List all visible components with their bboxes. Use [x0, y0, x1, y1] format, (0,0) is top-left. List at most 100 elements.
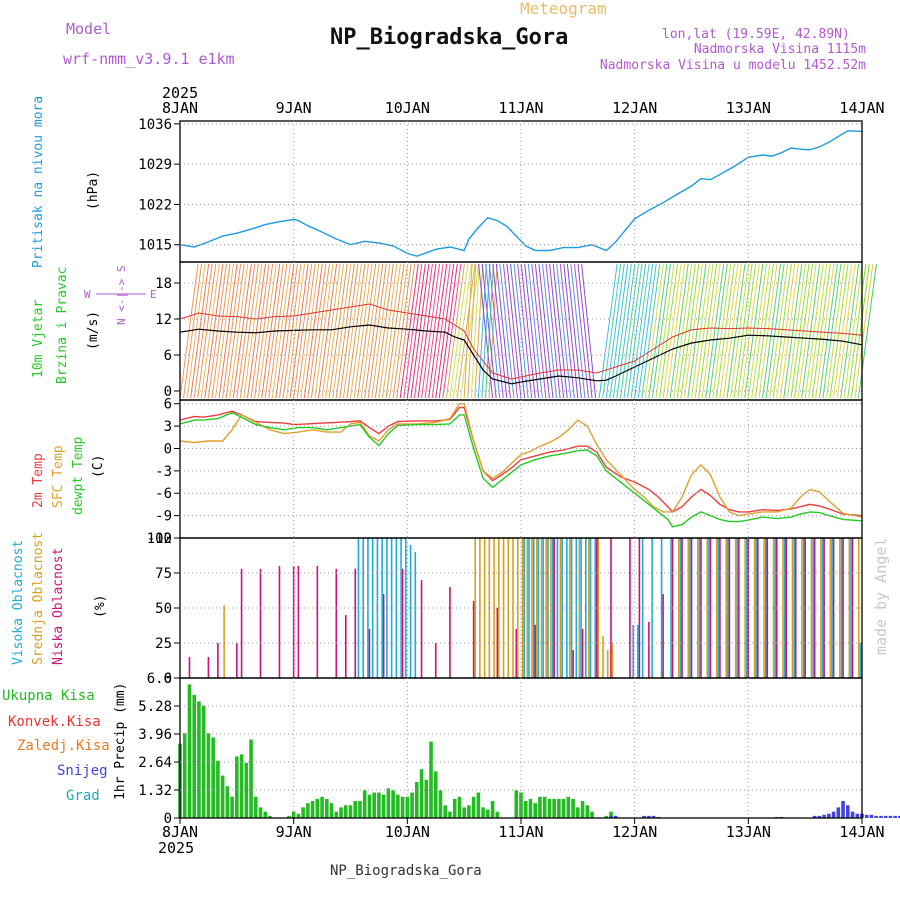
precip_total-bar — [547, 798, 552, 818]
wind-barb — [655, 263, 675, 399]
precip_total-bar — [533, 803, 538, 818]
snow-bar — [651, 815, 656, 818]
pressure-ytick-label: 1022 — [138, 197, 172, 213]
wind-compass-e: E — [150, 288, 157, 301]
wind-barb — [492, 263, 508, 399]
wind-barb — [307, 263, 327, 399]
wind-barb — [765, 263, 785, 399]
time-label-bottom: 12JAN — [612, 823, 657, 841]
wind-barb — [300, 263, 320, 399]
wind-barb — [474, 263, 484, 399]
wind-barb — [673, 263, 693, 399]
t2m-series-line — [179, 406, 863, 517]
wind-barb — [527, 263, 543, 399]
wind-barb — [442, 263, 462, 399]
precip-ytick-label: 3.96 — [138, 727, 172, 743]
wind-barb — [701, 263, 721, 399]
precip_total-bar — [258, 807, 263, 818]
wind-barb — [680, 263, 700, 399]
wind-barb — [250, 263, 270, 399]
precip_total-bar — [576, 807, 580, 818]
snow-bar — [855, 813, 860, 818]
snow-bar — [893, 815, 897, 818]
precip_total-bar — [358, 801, 362, 818]
precip_total-bar — [519, 792, 523, 818]
wind-barb — [531, 263, 547, 399]
snow-bar — [827, 813, 831, 818]
precip_total-bar — [253, 796, 258, 818]
wind-barb — [321, 263, 341, 399]
wind-barb — [364, 263, 384, 399]
wind-barb — [314, 263, 334, 399]
time-label-top: 12JAN — [612, 99, 657, 117]
wind-barb — [762, 263, 782, 399]
wind-barb — [605, 263, 625, 399]
snow-bar — [822, 814, 826, 818]
precip_total-bar — [457, 796, 462, 818]
time-label-bottom: 10JAN — [385, 823, 430, 841]
precip_total-bar — [386, 788, 391, 818]
clouds-ytick-label: 75 — [155, 566, 172, 582]
wind-barb — [470, 263, 480, 399]
precip_total-bar — [306, 803, 310, 818]
wind-barb — [193, 263, 213, 399]
cloud-unit: (%) — [93, 595, 108, 618]
precip_total-bar — [443, 805, 448, 818]
clouds-ytick-label: 100 — [147, 531, 172, 547]
wind-barb — [779, 263, 799, 399]
snow-bar — [879, 815, 883, 818]
precip_total-bar — [396, 794, 400, 818]
clouds-ytick-label: 0 — [164, 671, 172, 687]
temp-label-tsfc: SFC Temp — [51, 445, 66, 508]
precip_total-bar — [490, 801, 495, 818]
wind-barb — [467, 263, 477, 399]
wind-barb — [854, 263, 874, 399]
wind-barb — [634, 263, 654, 399]
wind-barb — [769, 263, 789, 399]
precip_total-bar — [452, 798, 457, 818]
time-label-top: 10JAN — [385, 99, 430, 117]
precip_total-bar — [471, 796, 476, 818]
precip_total-bar — [571, 798, 575, 818]
wind-ytick-label: 0 — [164, 384, 172, 400]
snow-bar — [874, 815, 879, 818]
wind-barb — [339, 263, 359, 399]
wind-barb — [616, 263, 636, 399]
wind-barb — [747, 263, 767, 399]
wind-barb — [726, 263, 746, 399]
wind-barb — [666, 263, 686, 399]
tsfc-series-line — [179, 403, 863, 518]
wind-barb — [733, 263, 753, 399]
snow-bar — [812, 815, 817, 818]
precip_total-bar — [301, 807, 305, 818]
wind-barb — [754, 263, 774, 399]
wind-barb — [357, 263, 377, 399]
wind-barb — [360, 263, 380, 399]
wind-barb — [246, 263, 266, 399]
snow-bar — [817, 815, 822, 818]
time-label-bottom: 13JAN — [726, 823, 771, 841]
precip_total-bar — [467, 805, 471, 818]
precip_total-bar — [216, 760, 220, 818]
wind-barb — [623, 263, 643, 399]
wind-barb — [197, 263, 217, 399]
snow-bar — [836, 807, 841, 818]
snow-bar — [898, 815, 900, 818]
precip_total-bar — [514, 790, 519, 818]
pressure-ytick-label: 1015 — [138, 238, 172, 254]
precip_total-bar — [315, 798, 320, 818]
wind-barb — [435, 263, 455, 399]
precip_total-bar — [325, 798, 329, 818]
wind-barb — [342, 263, 362, 399]
precip_total-bar — [585, 805, 590, 818]
wind-barb — [445, 263, 465, 399]
wind-barb — [453, 263, 473, 399]
wind-barb — [310, 263, 330, 399]
precip_total-bar — [609, 811, 613, 818]
chart-subtitle: Meteogram — [520, 0, 607, 18]
wind-barb — [381, 263, 401, 399]
precip_total-bar — [329, 803, 334, 818]
wind-label-2: Brzina i Pravac — [55, 267, 70, 384]
precip_total-bar — [495, 811, 500, 818]
wind-barb — [378, 263, 398, 399]
